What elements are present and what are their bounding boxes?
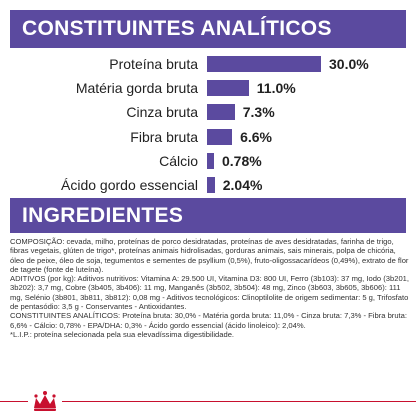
bar-label: Ácido gordo essencial xyxy=(61,177,198,193)
royal-canin-crown-icon xyxy=(34,391,56,411)
analytical-paragraph: CONSTITUINTES ANALÍTICOS: Proteína bruta… xyxy=(10,311,408,330)
bar-label: Cálcio xyxy=(159,152,198,169)
bar-label: Proteína bruta xyxy=(109,56,198,72)
chart-row: Matéria gorda bruta 11.0% xyxy=(0,77,416,99)
chart-row: Ácido gordo essencial 2.04% xyxy=(0,174,416,196)
ingredients-text: COMPOSIÇÃO: cevada, milho, proteínas de … xyxy=(10,237,410,339)
analiticos-title: CONSTITUINTES ANALÍTICOS xyxy=(22,17,332,40)
bar xyxy=(207,56,321,72)
ingredientes-title: INGREDIENTES xyxy=(22,204,184,227)
chart-row: Cinza bruta 7.3% xyxy=(0,101,416,123)
bar-value-label: 30.0% xyxy=(329,56,369,72)
bar-value-label: 0.78% xyxy=(222,152,262,169)
bar-label: Fibra bruta xyxy=(130,128,198,145)
bar-value-label: 6.6% xyxy=(240,128,272,145)
footer-divider-right xyxy=(62,401,416,402)
lip-footnote: *L.I.P.: proteína selecionada pela sua e… xyxy=(10,329,235,339)
chart-row: Fibra bruta 6.6% xyxy=(0,126,416,148)
additives-paragraph: ADITIVOS (por kg): Aditivos nutritivos: … xyxy=(10,274,410,312)
bar xyxy=(207,104,235,121)
chart-row: Proteína bruta 30.0% xyxy=(0,53,416,75)
chart-row: Cálcio 0.78% xyxy=(0,150,416,172)
analiticos-banner: CONSTITUINTES ANALÍTICOS xyxy=(10,10,406,48)
composition-paragraph: COMPOSIÇÃO: cevada, milho, proteínas de … xyxy=(10,237,409,274)
bar-value-label: 2.04% xyxy=(222,177,263,193)
footer-divider-left xyxy=(0,401,28,402)
bar xyxy=(207,177,215,193)
bar xyxy=(207,152,214,169)
bar xyxy=(207,128,233,145)
bar-label: Matéria gorda bruta xyxy=(75,80,198,97)
bar-value-label: 7.3% xyxy=(242,104,275,121)
ingredientes-banner: INGREDIENTES xyxy=(10,198,406,233)
bar-value-label: 11.0% xyxy=(256,80,296,97)
bar xyxy=(207,80,249,97)
bar-label: Cinza bruta xyxy=(126,104,198,121)
